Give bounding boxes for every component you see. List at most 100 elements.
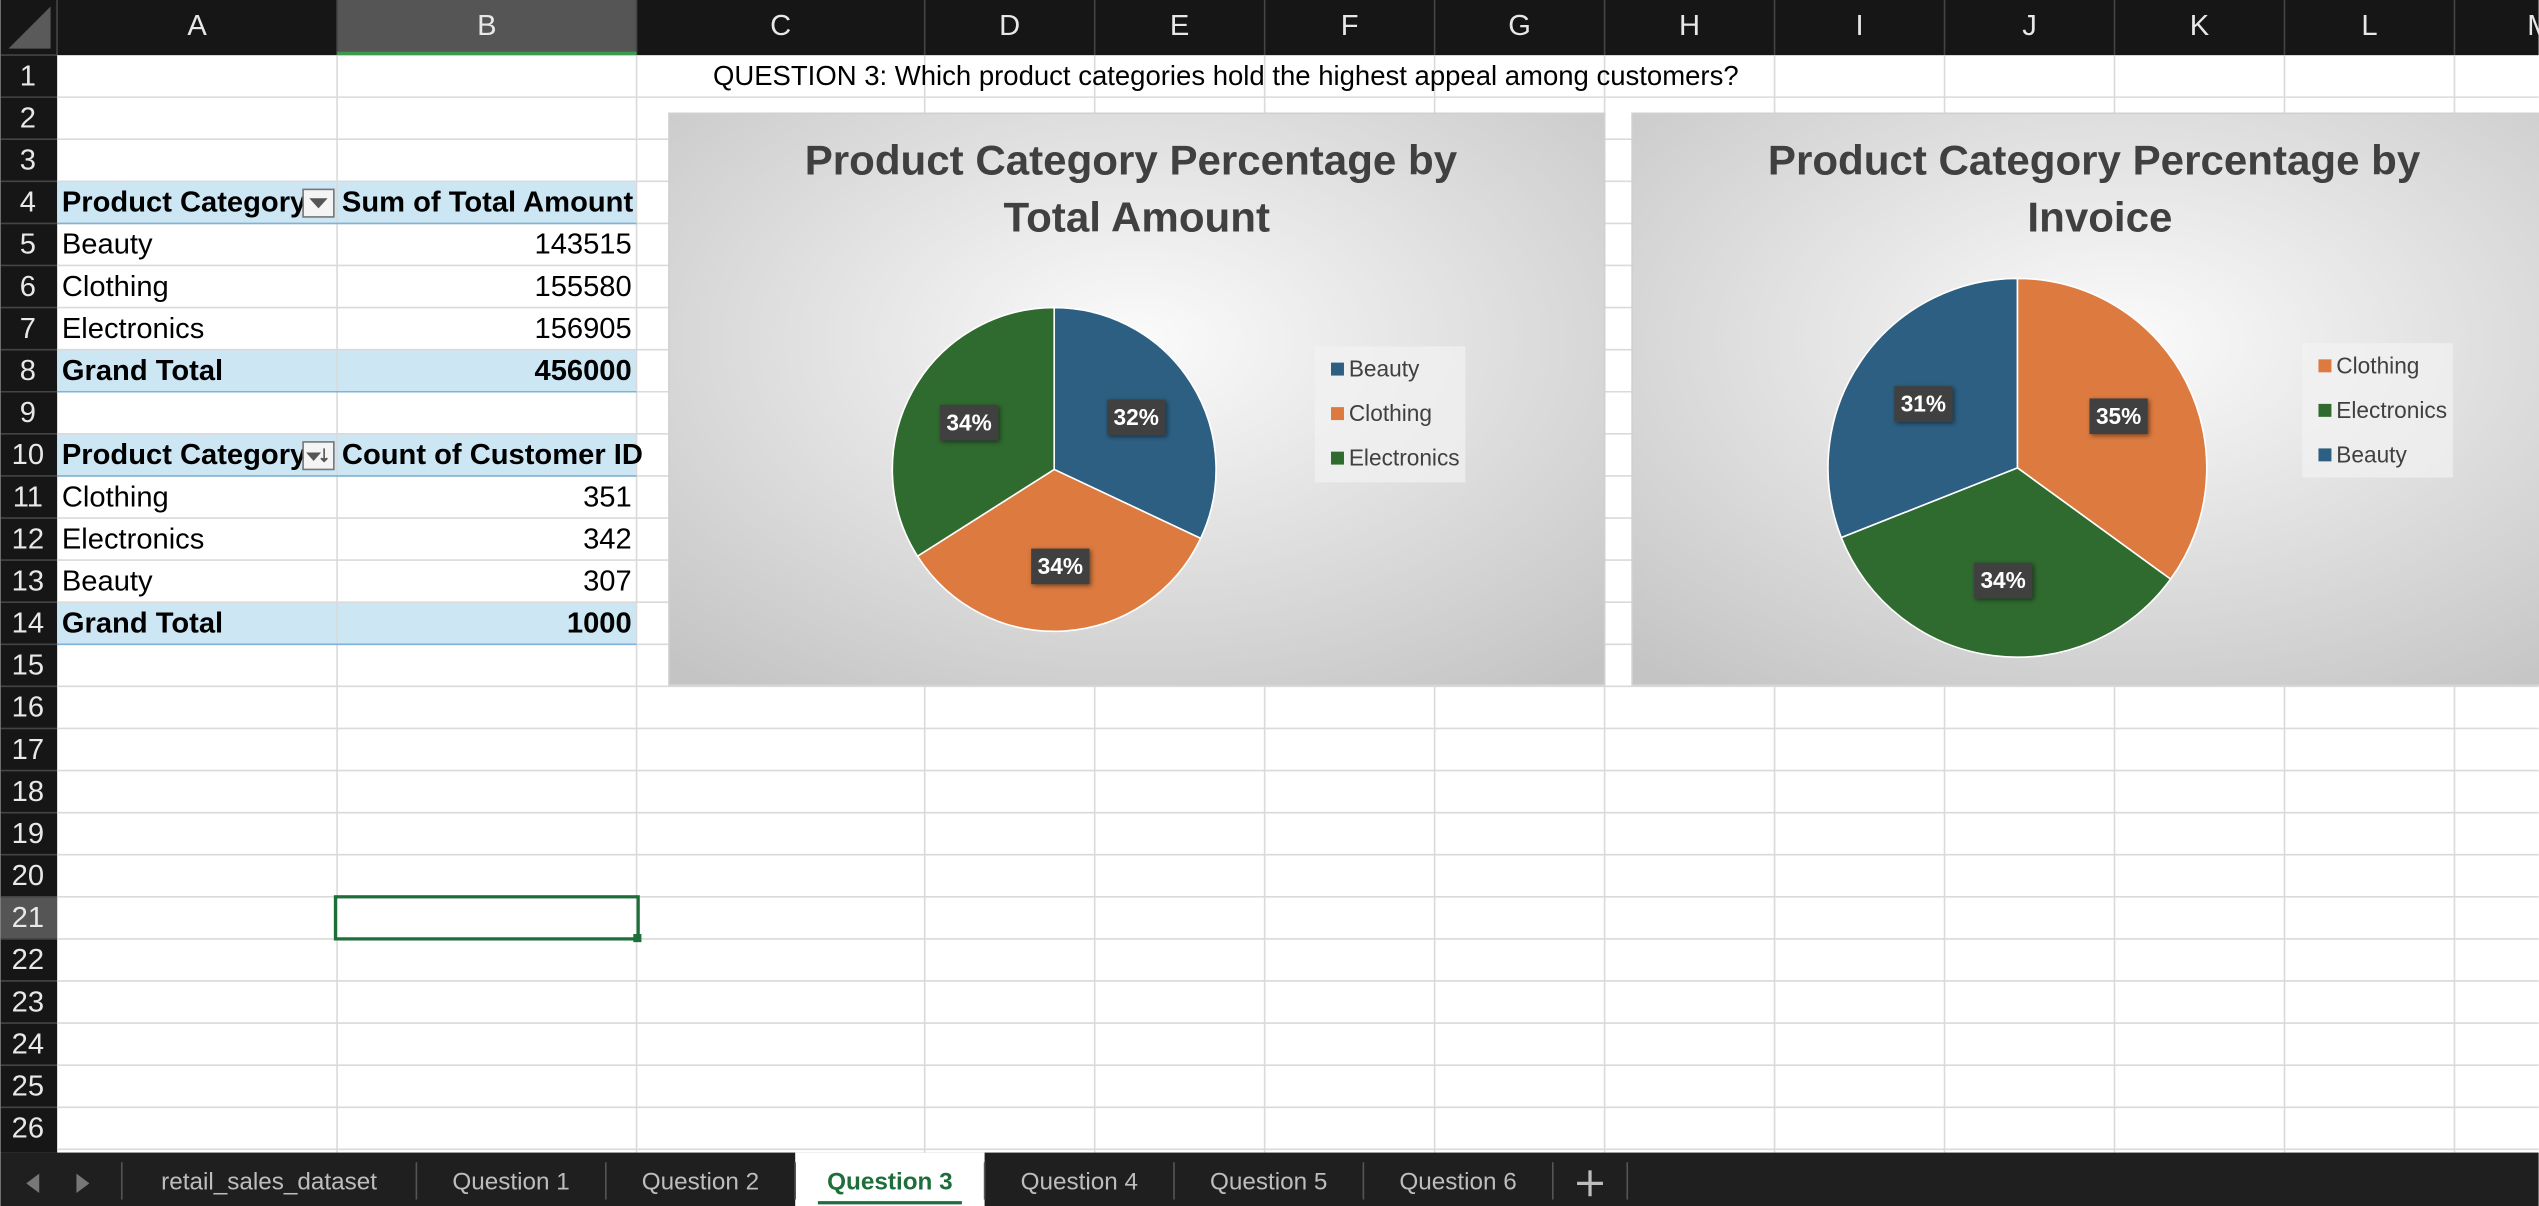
column-header: G bbox=[1508, 10, 1531, 42]
row-header: 2 bbox=[20, 102, 36, 134]
data-label-box bbox=[1974, 562, 2033, 599]
chart: Product Category Percentage by Invoice 35… bbox=[1631, 112, 2539, 686]
pivot-band bbox=[57, 602, 637, 645]
legend-label: Beauty bbox=[1349, 356, 1420, 382]
row-header: 17 bbox=[12, 734, 44, 766]
row-header: 14 bbox=[12, 608, 44, 640]
pivot-label: Electronics bbox=[62, 313, 204, 345]
filter-box bbox=[302, 441, 335, 471]
legend-swatch bbox=[2318, 403, 2332, 417]
row-header: 6 bbox=[20, 271, 36, 303]
tab-nav-next[interactable] bbox=[76, 1173, 90, 1194]
row-header: 19 bbox=[12, 818, 44, 850]
row-header: 4 bbox=[20, 187, 36, 219]
column-header: F bbox=[1341, 10, 1359, 42]
legend-label: Clothing bbox=[2336, 352, 2419, 378]
legend-label: Electronics bbox=[2336, 397, 2447, 423]
pivot-band bbox=[57, 433, 637, 476]
pivot-label: Clothing bbox=[62, 271, 169, 303]
row-header: 12 bbox=[12, 523, 44, 555]
pivot-band bbox=[57, 181, 637, 224]
filter-button[interactable] bbox=[302, 441, 335, 471]
pie-slice bbox=[1840, 466, 2172, 659]
sheet-tab[interactable]: Question 1 bbox=[452, 1169, 569, 1196]
legend-label: Clothing bbox=[1349, 400, 1432, 426]
row-header: 23 bbox=[12, 986, 44, 1018]
row-header: 8 bbox=[20, 355, 36, 387]
row-header: 24 bbox=[12, 1028, 44, 1060]
tab-nav-prev[interactable] bbox=[26, 1173, 40, 1194]
data-label-box bbox=[939, 404, 999, 441]
legend-swatch bbox=[1331, 451, 1344, 465]
sheet-tab-active[interactable] bbox=[795, 1152, 985, 1206]
legend-swatch bbox=[2318, 359, 2332, 373]
sheet-tab[interactable]: Question 5 bbox=[1210, 1169, 1327, 1196]
row-header: 13 bbox=[12, 565, 44, 597]
pivot-total-value: 456000 bbox=[534, 355, 631, 387]
pivot-value: 307 bbox=[583, 565, 632, 597]
legend-label: Electronics bbox=[1349, 445, 1460, 471]
pivot-value: 143515 bbox=[534, 229, 631, 261]
fill-handle bbox=[633, 934, 642, 943]
column-header: B bbox=[477, 10, 496, 42]
data-label: 34% bbox=[946, 409, 991, 435]
row-header-selected bbox=[0, 896, 58, 939]
row-header: 16 bbox=[12, 692, 44, 724]
add-sheet[interactable] bbox=[1577, 1170, 1603, 1197]
row-header: 18 bbox=[12, 776, 44, 808]
filter-arrow bbox=[306, 448, 328, 463]
sheet-tab[interactable]: Question 4 bbox=[1021, 1169, 1138, 1196]
chart-title: Product Category Percentage by Total Amo… bbox=[805, 137, 1469, 241]
pivot-label: Electronics bbox=[62, 523, 204, 555]
sheet-tab[interactable]: retail_sales_dataset bbox=[161, 1169, 377, 1196]
column-header: E bbox=[1170, 10, 1189, 42]
pivot-label: Clothing bbox=[62, 481, 169, 513]
filter-arrow bbox=[309, 198, 328, 209]
data-label: 35% bbox=[2096, 403, 2141, 429]
pivot-label: Beauty bbox=[62, 565, 153, 597]
legend-swatch bbox=[1331, 362, 1344, 376]
pivot-value: 351 bbox=[583, 481, 632, 513]
pivot-value: 342 bbox=[583, 523, 632, 555]
pivot-header: Count of Customer ID bbox=[342, 439, 643, 471]
column-header: L bbox=[2361, 10, 2377, 42]
pivot-value: 155580 bbox=[534, 271, 631, 303]
legend-label: Beauty bbox=[2336, 441, 2407, 467]
pivot-total-label: Grand Total bbox=[62, 608, 223, 640]
filter-button[interactable] bbox=[302, 188, 335, 218]
data-label: 32% bbox=[1114, 404, 1159, 430]
column-header: K bbox=[2190, 10, 2210, 42]
data-label-box bbox=[1031, 548, 1090, 585]
row-header: 20 bbox=[12, 860, 44, 892]
pivot-header: Product Category bbox=[62, 187, 307, 219]
data-label: 34% bbox=[1038, 553, 1083, 579]
column-header: M bbox=[2527, 10, 2539, 42]
pivot-total-label: Grand Total bbox=[62, 355, 223, 387]
pivot-label: Beauty bbox=[62, 229, 153, 261]
legend-swatch bbox=[1331, 407, 1344, 421]
data-label-box bbox=[2089, 398, 2148, 435]
pivot-band bbox=[57, 349, 637, 392]
column-header-selected bbox=[337, 0, 637, 56]
sheet-tab[interactable]: Question 2 bbox=[642, 1169, 759, 1196]
column-header: C bbox=[770, 10, 791, 42]
row-header-bar bbox=[0, 55, 58, 1153]
tab-bar bbox=[0, 1152, 2539, 1206]
chart-title: Product Category Percentage by Invoice bbox=[1768, 137, 2432, 241]
row-header: 7 bbox=[20, 313, 36, 345]
row-header: 21 bbox=[12, 902, 44, 934]
pivot-total-value: 1000 bbox=[567, 608, 632, 640]
column-header: J bbox=[2022, 10, 2037, 42]
sheet-tab[interactable]: Question 3 bbox=[827, 1169, 952, 1196]
column-header: A bbox=[187, 10, 207, 42]
row-header: 9 bbox=[20, 397, 36, 429]
column-header: H bbox=[1679, 10, 1700, 42]
row-header: 5 bbox=[20, 229, 36, 261]
row-header: 26 bbox=[12, 1113, 44, 1145]
selected-cell[interactable] bbox=[333, 895, 640, 941]
chart: Product Category Percentage by Total Amo… bbox=[668, 112, 1606, 686]
row-header: 10 bbox=[12, 439, 44, 471]
pivot-header: Product Category bbox=[62, 439, 307, 471]
sheet-tab[interactable]: Question 6 bbox=[1399, 1169, 1516, 1196]
data-label: 31% bbox=[1901, 391, 1946, 417]
